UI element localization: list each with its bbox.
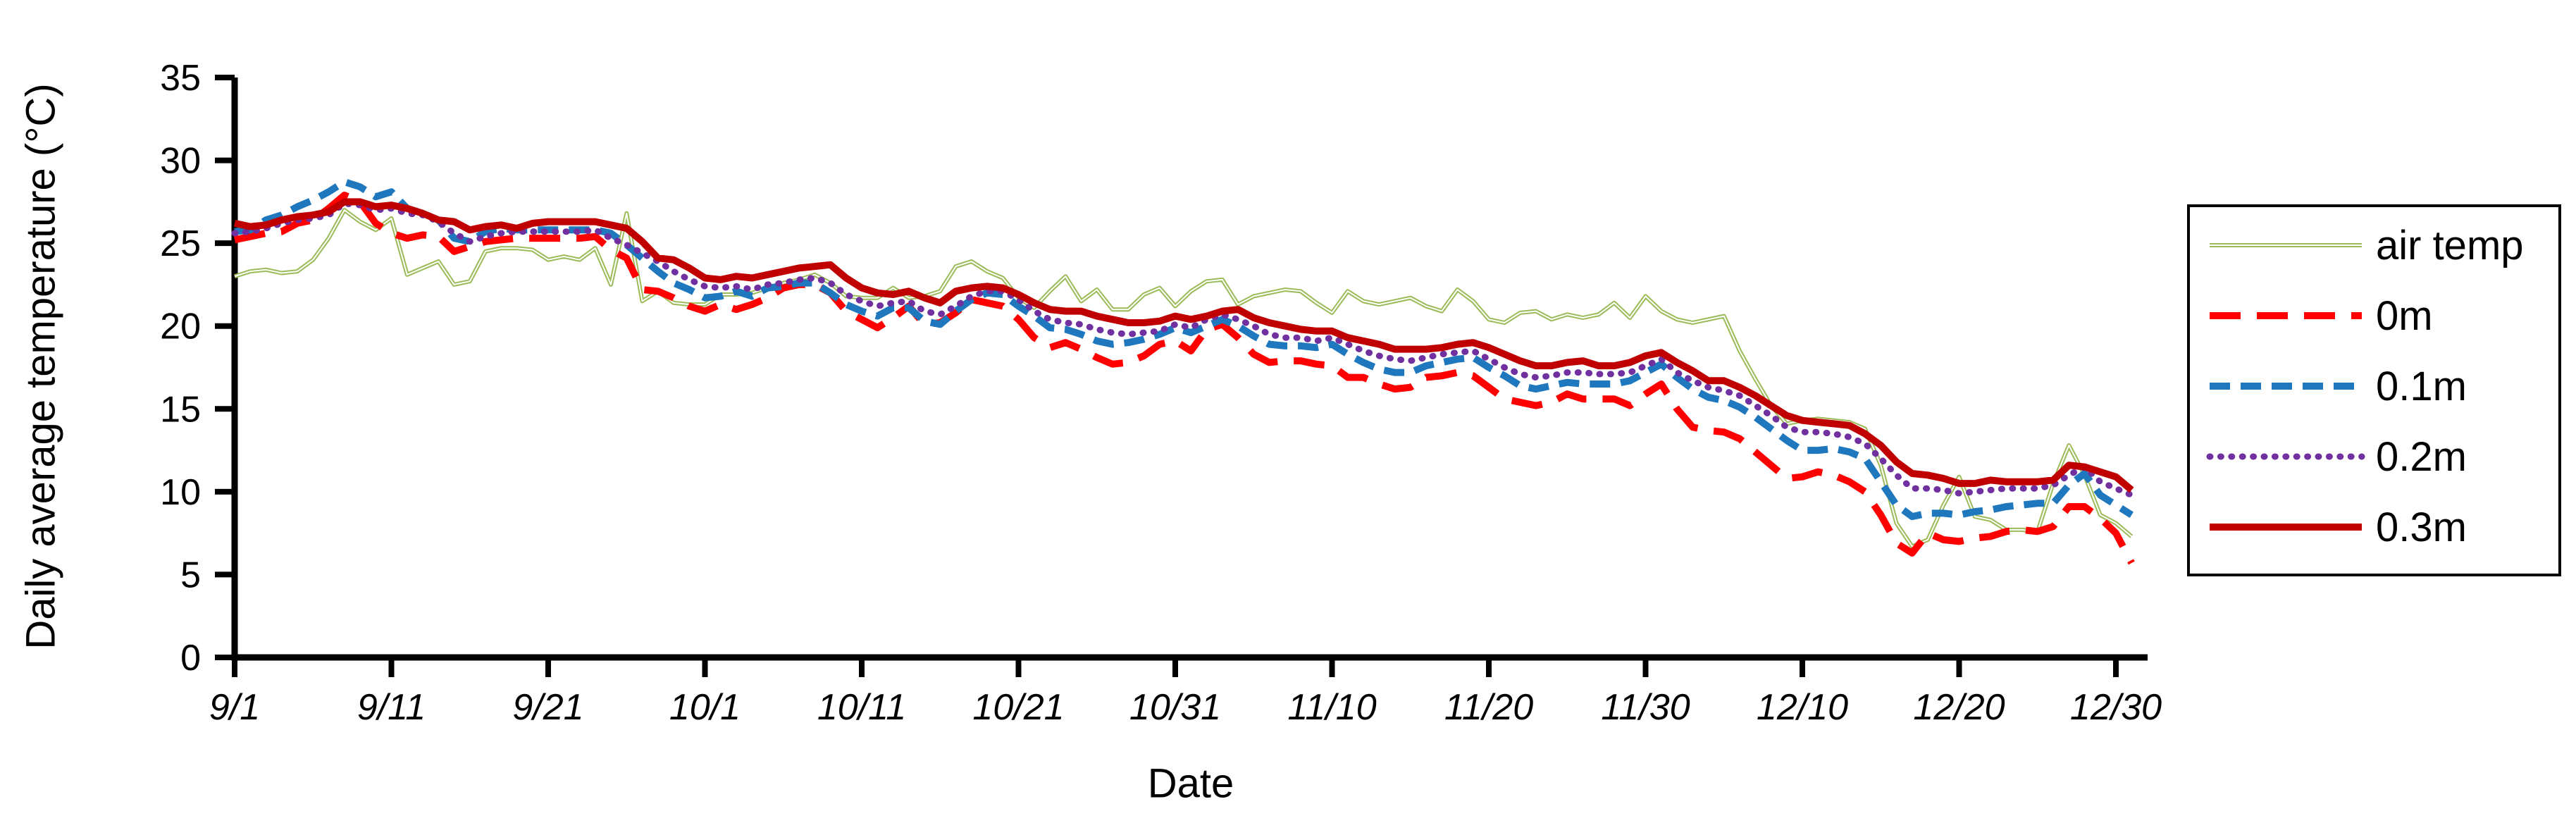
x-tick-label: 12/10 bbox=[1757, 687, 1848, 728]
legend-label: 0m bbox=[2376, 293, 2433, 339]
y-tick-label: 35 bbox=[160, 58, 201, 99]
legend-label: air temp bbox=[2376, 223, 2524, 268]
legend-box bbox=[2187, 204, 2561, 576]
x-tick-label: 11/20 bbox=[1444, 687, 1533, 728]
y-tick-label: 20 bbox=[160, 307, 201, 347]
x-tick-label: 12/30 bbox=[2070, 687, 2162, 728]
legend-label: 0.3m bbox=[2376, 505, 2467, 550]
y-tick-label: 10 bbox=[160, 472, 201, 513]
y-tick-label: 15 bbox=[160, 389, 201, 430]
x-tick-label: 10/31 bbox=[1129, 687, 1221, 728]
legend-label: 0.1m bbox=[2376, 364, 2467, 409]
y-tick-label: 30 bbox=[160, 141, 201, 182]
series-line-0-1m bbox=[234, 178, 2134, 521]
series-line-core-air-temp bbox=[234, 209, 2132, 547]
x-tick-label: 9/11 bbox=[357, 687, 426, 728]
y-tick-label: 5 bbox=[180, 555, 201, 595]
legend-label: 0.2m bbox=[2376, 434, 2467, 480]
x-axis-title: Date bbox=[1147, 760, 1234, 807]
x-tick-label: 9/1 bbox=[209, 687, 260, 728]
x-tick-label: 9/21 bbox=[512, 687, 583, 728]
series-line-0-2m bbox=[231, 200, 2135, 499]
y-tick-label: 25 bbox=[160, 223, 201, 264]
x-tick-label: 10/11 bbox=[817, 687, 906, 728]
x-tick-label: 11/10 bbox=[1287, 687, 1376, 728]
y-tick-label: 0 bbox=[180, 638, 201, 679]
y-axis-title: Daily average temperature (°C) bbox=[18, 83, 64, 650]
series-line-air-temp bbox=[234, 208, 2134, 549]
x-tick-label: 10/21 bbox=[972, 687, 1064, 728]
x-tick-label: 12/20 bbox=[1913, 687, 2005, 728]
series-line-0-3m bbox=[233, 198, 2134, 493]
x-tick-label: 10/1 bbox=[669, 687, 741, 728]
series-line-0m bbox=[233, 192, 2135, 565]
x-tick-label: 11/30 bbox=[1601, 687, 1690, 728]
